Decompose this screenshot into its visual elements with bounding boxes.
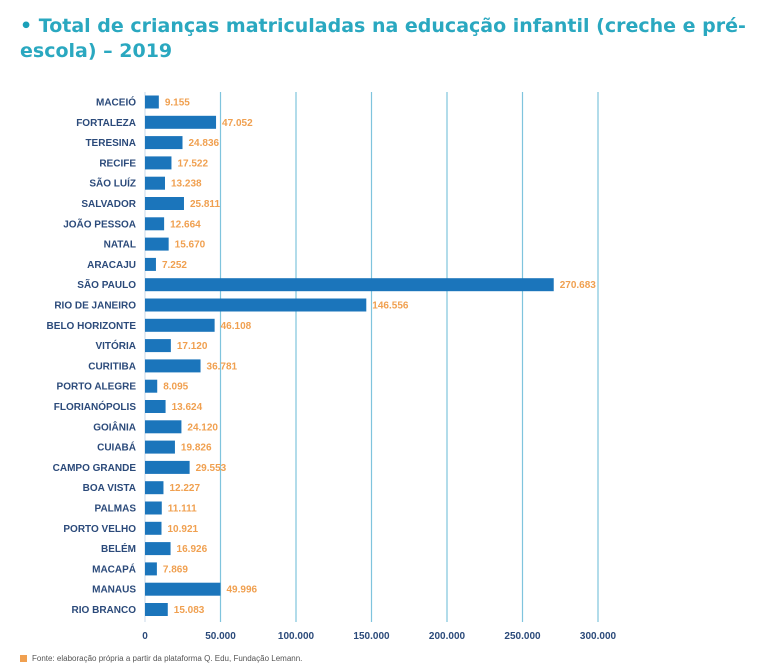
category-label: FLORIANÓPOLIS — [54, 400, 137, 413]
bar — [145, 197, 184, 210]
category-label: CUIABÁ — [97, 441, 136, 454]
value-label: 7.869 — [163, 564, 188, 575]
bar — [145, 136, 183, 150]
value-label: 49.996 — [226, 585, 257, 596]
value-label: 15.670 — [175, 240, 206, 251]
bar — [145, 237, 169, 251]
x-tick-label: 250.000 — [504, 631, 541, 642]
bar — [145, 440, 175, 454]
category-label: PORTO ALEGRE — [57, 382, 137, 393]
category-label: VITÓRIA — [95, 339, 136, 352]
category-label: GOIÂNIA — [93, 420, 136, 433]
value-label: 12.227 — [169, 483, 200, 494]
value-label: 270.683 — [560, 280, 597, 291]
category-label: ARACAJU — [87, 260, 136, 271]
value-label: 12.664 — [170, 219, 201, 230]
x-tick-label: 0 — [142, 631, 148, 642]
bar — [145, 481, 164, 495]
value-label: 16.926 — [177, 544, 208, 555]
bar — [145, 176, 165, 190]
category-label: BELO HORIZONTE — [47, 321, 137, 332]
title-text: Total de crianças matriculadas na educaç… — [20, 15, 746, 62]
category-label: SALVADOR — [81, 199, 136, 210]
category-label: MACAPÁ — [92, 562, 136, 575]
value-label: 15.083 — [174, 605, 205, 616]
bar — [145, 318, 215, 332]
category-label: BELÉM — [101, 542, 136, 555]
bar — [145, 460, 190, 474]
category-label: SÃO PAULO — [77, 278, 136, 291]
value-label: 29.553 — [196, 463, 227, 474]
category-label: MANAUS — [92, 585, 136, 596]
category-label: PALMAS — [95, 504, 137, 515]
value-label: 24.120 — [187, 422, 218, 433]
category-label: MACEIÓ — [96, 96, 136, 109]
category-label: BOA VISTA — [83, 483, 136, 494]
category-label: PORTO VELHO — [63, 524, 136, 535]
bar — [145, 542, 171, 556]
x-tick-label: 150.000 — [353, 631, 390, 642]
chart-title: • Total de crianças matriculadas na educ… — [20, 14, 750, 64]
category-label: TERESINA — [85, 138, 136, 149]
bar — [145, 278, 554, 292]
category-label: RIO BRANCO — [72, 605, 137, 616]
category-label: NATAL — [104, 240, 136, 251]
value-label: 36.781 — [207, 361, 238, 372]
x-tick-label: 50.000 — [205, 631, 236, 642]
value-label: 9.155 — [165, 98, 190, 109]
value-label: 11.111 — [168, 504, 197, 515]
value-label: 10.921 — [167, 524, 198, 535]
value-label: 17.120 — [177, 341, 208, 352]
title-bullet: • — [20, 15, 33, 37]
category-label: RIO DE JANEIRO — [54, 301, 136, 312]
category-label: SÃO LUÍZ — [89, 177, 136, 190]
value-label: 8.095 — [163, 382, 188, 393]
value-label: 24.836 — [189, 138, 220, 149]
category-label: CAMPO GRANDE — [53, 463, 137, 474]
bar — [145, 420, 182, 434]
value-label: 47.052 — [222, 118, 253, 129]
bar — [145, 379, 158, 393]
category-label: CURITIBA — [88, 361, 136, 372]
source-note: Fonte: elaboração própria a partir da pl… — [20, 654, 302, 663]
bar — [145, 501, 162, 515]
bar — [145, 298, 367, 312]
value-label: 17.522 — [177, 158, 208, 169]
bar — [145, 603, 168, 616]
bar — [145, 582, 221, 596]
x-tick-label: 300.000 — [580, 631, 617, 642]
category-label: RECIFE — [99, 158, 136, 169]
bar — [145, 521, 162, 535]
bar — [145, 400, 166, 413]
value-label: 13.238 — [171, 179, 202, 190]
bar — [145, 339, 171, 353]
category-label: FORTALEZA — [76, 118, 136, 129]
bar — [145, 359, 201, 373]
bar — [145, 257, 156, 271]
value-label: 146.556 — [372, 301, 409, 312]
category-label: JOÃO PESSOA — [63, 217, 136, 230]
bar — [145, 562, 157, 576]
source-marker — [20, 655, 27, 662]
value-label: 19.826 — [181, 443, 212, 454]
bar — [145, 156, 172, 170]
value-label: 25.811 — [190, 199, 220, 210]
source-text: Fonte: elaboração própria a partir da pl… — [32, 654, 303, 663]
value-label: 13.624 — [172, 402, 203, 413]
bar — [145, 95, 159, 109]
value-label: 7.252 — [162, 260, 187, 271]
bar-chart: MACEIÓ 9.155 FORTALEZA 47.052 TERESINA 24.836… — [47, 92, 617, 642]
x-tick-label: 200.000 — [429, 631, 466, 642]
value-label: 46.108 — [221, 321, 252, 332]
bar — [145, 115, 217, 129]
bar — [145, 217, 165, 231]
x-tick-label: 100.000 — [278, 631, 315, 642]
